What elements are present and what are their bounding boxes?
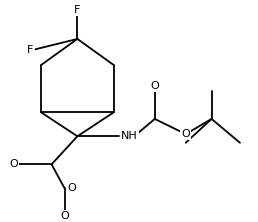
Text: NH: NH [121, 131, 138, 141]
Text: O: O [9, 159, 18, 169]
Text: O: O [60, 211, 69, 221]
Text: O: O [67, 183, 76, 193]
Text: F: F [74, 5, 80, 15]
Text: O: O [150, 81, 159, 91]
Text: F: F [27, 45, 34, 55]
Text: O: O [181, 129, 190, 139]
